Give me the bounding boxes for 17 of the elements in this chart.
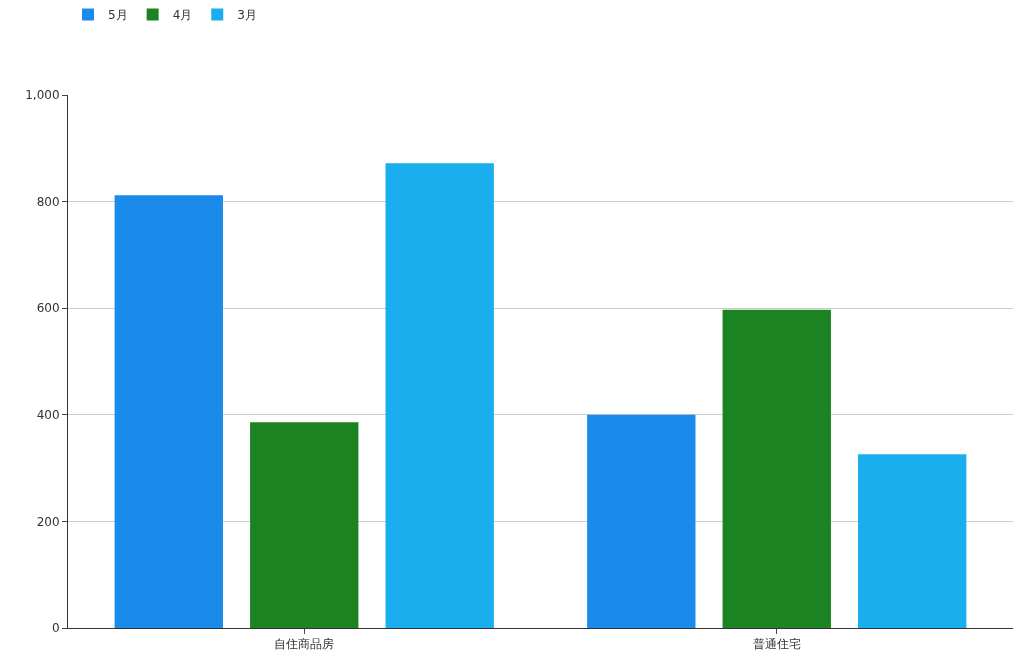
bar [385, 163, 494, 628]
bar [114, 195, 223, 628]
x-tick-label: 普通住宅 [752, 637, 801, 652]
y-tick-label: 1,000 [25, 88, 60, 103]
y-tick-label: 800 [36, 194, 60, 209]
bar [250, 422, 359, 628]
legend-label: 4月 [172, 8, 193, 23]
bar [858, 454, 967, 628]
y-tick-label: 0 [51, 621, 60, 636]
x-tick-label: 自住商品房 [274, 637, 335, 652]
y-tick-label: 400 [36, 408, 60, 422]
bar [722, 309, 831, 628]
legend-label: 5月 [108, 8, 128, 23]
y-tick-label: 600 [36, 301, 60, 316]
y-tick-label: 200 [36, 514, 60, 529]
bar [587, 414, 696, 628]
legend-label: 3月 [237, 8, 257, 23]
